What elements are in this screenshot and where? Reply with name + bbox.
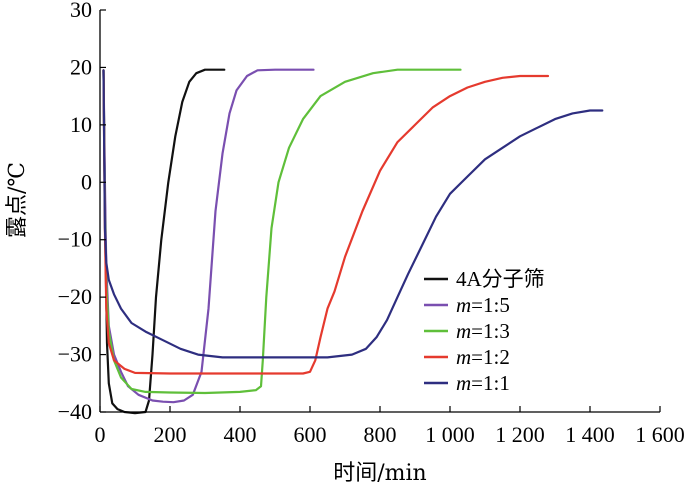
legend-label: m=1:5	[456, 293, 510, 317]
x-tick-label: 1 600	[635, 422, 685, 447]
legend-label: m=1:3	[456, 319, 510, 343]
x-tick-label: 800	[364, 422, 397, 447]
series-line-1	[102, 68, 315, 404]
y-tick-label: 20	[70, 54, 92, 79]
ticks	[99, 9, 661, 413]
x-tick-label: 0	[95, 422, 106, 447]
series-line-3	[102, 69, 550, 375]
series-line-0	[102, 68, 226, 415]
x-tick-label: 1 200	[495, 422, 545, 447]
y-axis-title: 露点/℃	[5, 162, 30, 238]
y-tick-label: −10	[58, 227, 92, 252]
y-tick-label: −20	[58, 284, 92, 309]
y-tick-label: 0	[81, 169, 92, 194]
tick-labels: 0 200 400 600 800 1 000 1 200 1 400 1 600−40−30−…	[58, 0, 685, 447]
x-tick-label: 400	[224, 422, 257, 447]
x-tick-label: 200	[154, 422, 187, 447]
y-tick-label: 10	[70, 112, 92, 137]
x-axis-title: 时间/min	[333, 461, 426, 486]
y-tick-label: −30	[58, 342, 92, 367]
x-tick-label: 1 000	[425, 422, 475, 447]
y-tick-label: 30	[70, 0, 92, 22]
x-tick-label: 1 400	[565, 422, 615, 447]
plot-area	[102, 68, 604, 415]
series-line-2	[102, 68, 462, 395]
legend-label: m=1:2	[456, 345, 510, 369]
axes	[99, 10, 660, 413]
y-tick-label: −40	[58, 399, 92, 424]
x-tick-label: 600	[294, 422, 327, 447]
series-line-4	[102, 69, 604, 359]
legend-label: m=1:1	[456, 371, 510, 395]
legend-label: 4A分子筛	[456, 267, 545, 291]
